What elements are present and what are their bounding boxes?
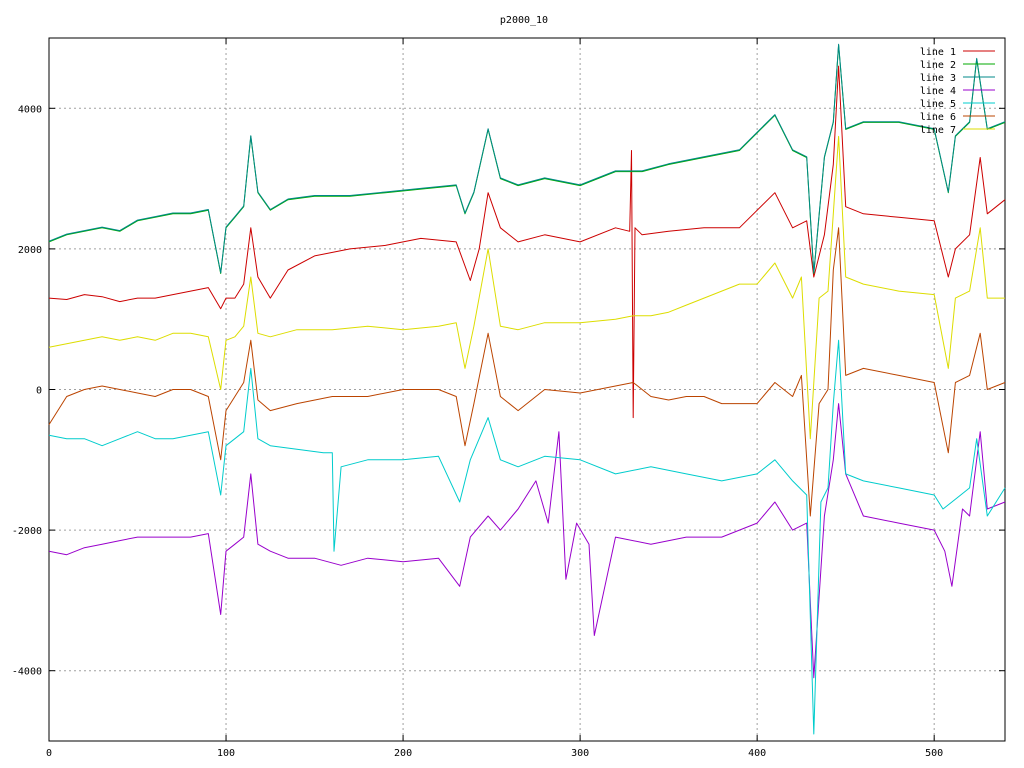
x-tick-label: 100 [217, 748, 235, 759]
y-tick-label: 0 [36, 386, 42, 397]
series-line-5 [48, 339, 1006, 735]
series-line-1 [48, 65, 1006, 419]
x-tick-label: 400 [748, 748, 766, 759]
series-line-3 [48, 43, 1006, 274]
x-tick-label: 500 [925, 748, 943, 759]
y-tick-label: 4000 [18, 104, 42, 115]
series-line-6 [48, 227, 1006, 517]
y-tick-label: 2000 [18, 245, 42, 256]
series-line-7 [48, 135, 1005, 440]
y-tick-label: -4000 [12, 667, 42, 678]
legend-label: line 5 [920, 99, 956, 110]
x-tick-label: 200 [394, 748, 412, 759]
legend-label: line 6 [920, 112, 956, 123]
axis-ticks: 0 100 200 300 400 500 -4000 -2000 0 2000 4000 [12, 38, 1005, 759]
legend-label: line 7 [920, 125, 956, 136]
legend-label: line 1 [920, 47, 956, 58]
legend-label: line 4 [920, 86, 956, 97]
series-line-2 [48, 44, 1006, 274]
y-tick-label: -2000 [12, 526, 42, 537]
legend-label: line 2 [920, 60, 956, 71]
x-tick-label: 0 [46, 748, 52, 759]
grid [49, 38, 1005, 741]
legend: line 1 line 2 line 3 line 4 line 5 line 6 line… [920, 47, 995, 136]
series-line-4 [48, 403, 1006, 679]
chart-title: p2000_10 [500, 15, 548, 26]
legend-label: line 3 [920, 73, 956, 84]
x-tick-label: 300 [571, 748, 589, 759]
series-lines [48, 43, 1006, 735]
plot-frame [48, 37, 1006, 742]
